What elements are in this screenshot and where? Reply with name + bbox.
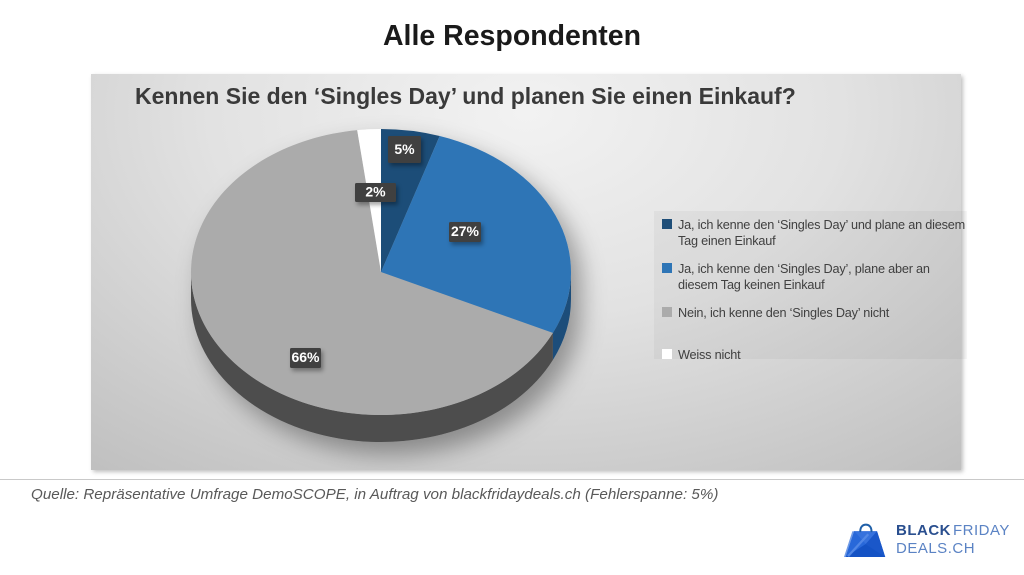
svg-text:2%: 2% [365,184,386,200]
svg-text:66%: 66% [291,349,320,365]
svg-text:27%: 27% [451,223,480,239]
svg-text:5%: 5% [394,141,415,157]
